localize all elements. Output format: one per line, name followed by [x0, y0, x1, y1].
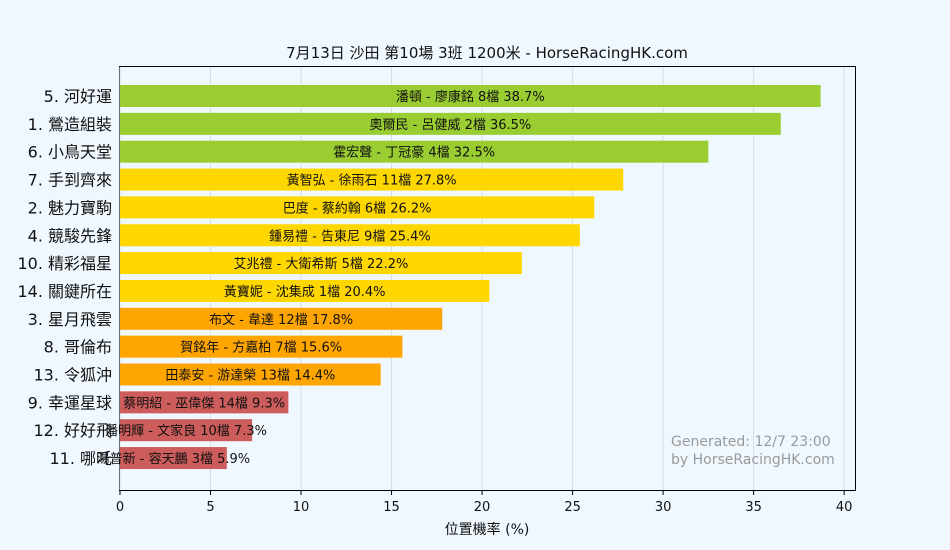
y-category-label: 11. 哪吒 — [49, 449, 112, 468]
bar-data-label: 賀銘年 - 方嘉柏 7檔 15.6% — [180, 340, 342, 356]
y-category-label: 2. 魅力寶駒 — [28, 198, 112, 217]
bar — [120, 363, 381, 386]
x-tick-label: 20 — [474, 500, 491, 515]
bar-data-label: 黃智弘 - 徐雨石 11檔 27.8% — [287, 174, 457, 189]
y-category-label: 14. 關鍵所在 — [17, 282, 112, 301]
bar-data-label: 布文 - 韋達 12檔 17.8% — [209, 313, 353, 328]
x-tick-label: 5 — [206, 500, 214, 515]
bar-data-label: 巴度 - 蔡約翰 6檔 26.2% — [283, 200, 432, 216]
bar — [120, 279, 490, 302]
bar — [120, 335, 403, 358]
x-tick-label: 10 — [293, 500, 310, 515]
bar — [120, 196, 595, 219]
bar-data-label: 湯普新 - 容天鵬 3檔 5.9% — [97, 451, 251, 467]
y-category-label: 9. 幸運星球 — [28, 393, 112, 412]
bar-data-label: 潘頓 - 廖康銘 8檔 38.7% — [396, 89, 545, 105]
bar-data-label: 黃寶妮 - 沈集成 1檔 20.4% — [224, 284, 386, 300]
x-tick-label: 30 — [655, 500, 672, 515]
bar-data-label: 蔡明紹 - 巫偉傑 14檔 9.3% — [123, 396, 285, 411]
y-category-label: 12. 好好飛 — [33, 421, 112, 440]
y-category-label: 7. 手到齊來 — [28, 171, 112, 190]
y-category-label: 3. 星月飛雲 — [28, 310, 112, 329]
chart-title: 7月13日 沙田 第10場 3班 1200米 - HorseRacingHK.c… — [286, 44, 688, 62]
y-axis-labels: 5. 河好運 1. 鶯造組裝 6. 小鳥天堂 7. 手到齊來 2. 魅力寶駒 4. 競駿先… — [17, 87, 112, 468]
x-tick-label: 0 — [116, 500, 124, 515]
bar — [120, 112, 781, 135]
y-category-label: 10. 精彩福星 — [17, 254, 112, 273]
bar-data-label: 霍宏聲 - 丁冠豪 4檔 32.5% — [333, 145, 495, 161]
bars-group — [120, 85, 821, 470]
bar — [120, 140, 709, 163]
bar — [120, 307, 443, 330]
bar — [120, 447, 227, 470]
x-tick-label: 40 — [836, 500, 853, 515]
bar-data-label: 鍾易禮 - 告東尼 9檔 25.4% — [269, 228, 431, 244]
watermark-line-1: Generated: 12/7 23:00 — [671, 434, 831, 450]
bar — [120, 168, 624, 191]
x-tick-label: 15 — [383, 500, 400, 515]
x-tick-label: 35 — [745, 500, 762, 515]
y-category-label: 1. 鶯造組裝 — [28, 115, 112, 134]
x-axis-label: 位置機率 (%) — [445, 521, 530, 538]
y-category-label: 6. 小鳥天堂 — [28, 143, 112, 162]
bar-data-label: 田泰安 - 游達榮 13檔 14.4% — [165, 369, 335, 384]
bar — [120, 252, 522, 275]
bar-data-label: 潘明輝 - 文家良 10檔 7.3% — [105, 423, 267, 439]
bar — [120, 224, 580, 247]
bar — [120, 419, 253, 442]
bar — [120, 85, 821, 107]
y-category-label: 4. 競駿先鋒 — [28, 226, 112, 245]
x-axis-ticks: 0 5 10 15 20 25 30 35 40 — [116, 490, 853, 515]
bar-labels-group: 潘頓 - 廖康銘 8檔 38.7% 奧爾民 - 呂健威 2檔 36.5% 霍宏聲 -… — [97, 89, 545, 467]
x-tick-label: 25 — [564, 500, 581, 515]
y-category-label: 8. 哥倫布 — [44, 338, 112, 357]
y-category-label: 13. 令狐沖 — [33, 366, 112, 385]
watermark-line-2: by HorseRacingHK.com — [671, 452, 835, 468]
y-category-label: 5. 河好運 — [44, 87, 112, 106]
bar — [120, 391, 289, 414]
bar-data-label: 艾兆禮 - 大衛希斯 5檔 22.2% — [234, 257, 409, 272]
bar-data-label: 奧爾民 - 呂健威 2檔 36.5% — [369, 118, 531, 133]
